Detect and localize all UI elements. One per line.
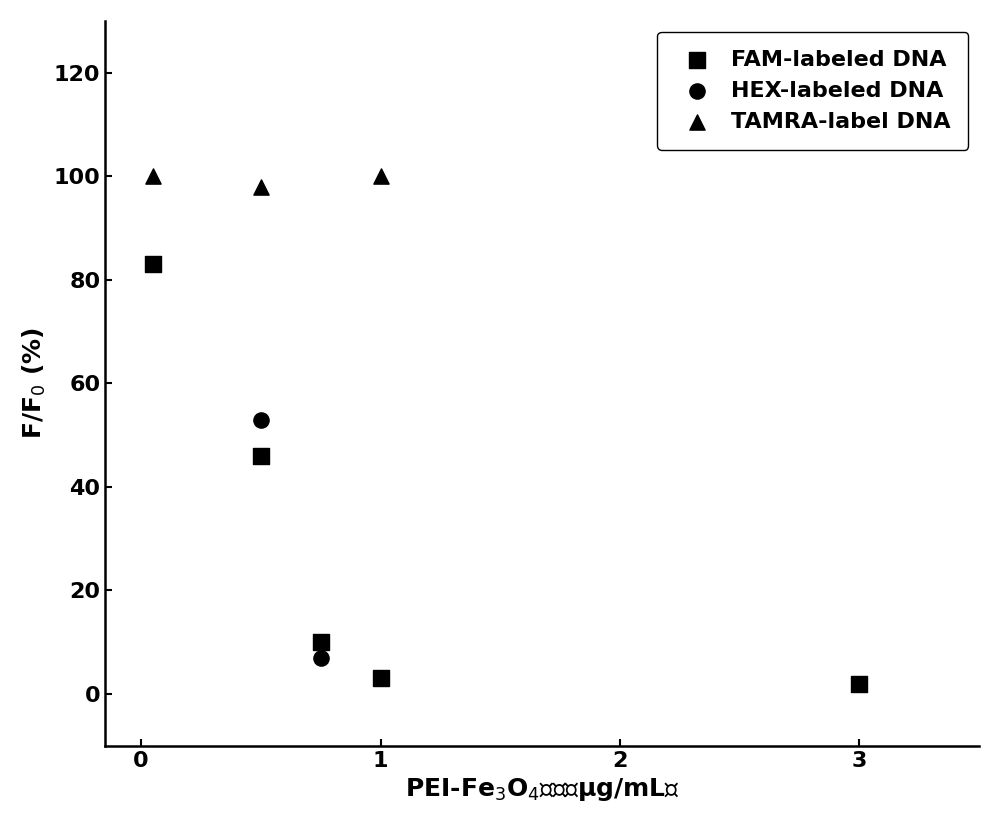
X-axis label: PEI-Fe$_3$O$_4$浓度（μg/mL）: PEI-Fe$_3$O$_4$浓度（μg/mL） [405,776,679,803]
Y-axis label: F/F$_0$ (%): F/F$_0$ (%) [21,327,48,439]
Legend: FAM-labeled DNA, HEX-labeled DNA, TAMRA-label DNA: FAM-labeled DNA, HEX-labeled DNA, TAMRA-… [657,32,968,150]
FAM-labeled DNA [373,672,389,685]
HEX-labeled DNA [145,258,161,271]
TAMRA-label DNA [373,170,389,183]
FAM-labeled DNA [851,677,867,691]
TAMRA-label DNA [145,170,161,183]
FAM-labeled DNA [313,635,329,648]
HEX-labeled DNA [313,651,329,664]
FAM-labeled DNA [145,258,161,271]
TAMRA-label DNA [253,180,269,193]
HEX-labeled DNA [253,413,269,426]
FAM-labeled DNA [253,449,269,462]
